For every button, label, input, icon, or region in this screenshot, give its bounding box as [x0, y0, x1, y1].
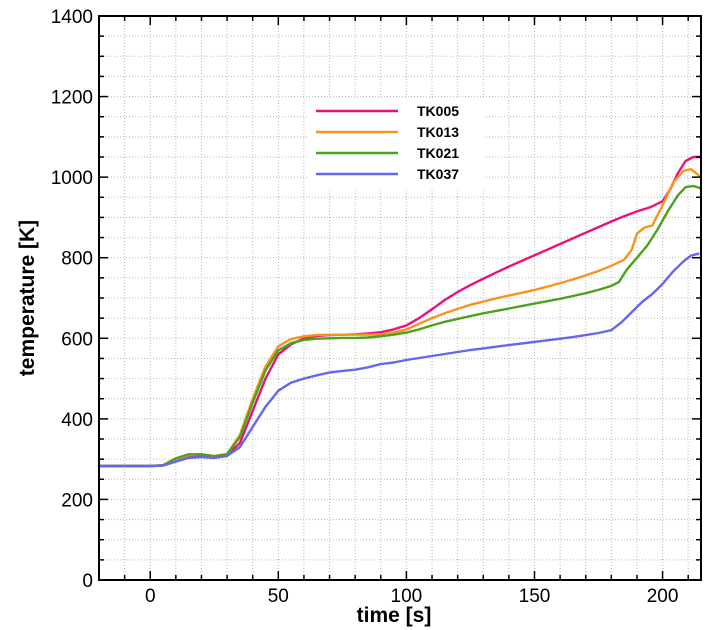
x-tick-label: 50: [268, 586, 289, 607]
y-tick-label: 1200: [51, 88, 93, 109]
y-tick-label: 400: [61, 410, 93, 431]
y-tick-label: 0: [82, 571, 93, 592]
y-tick-label: 200: [61, 490, 93, 511]
tick-labels: 0 50 100 150 200 0 200 400 600 800 1000 1200 1400: [51, 7, 679, 607]
x-axis-title: time [s]: [357, 604, 432, 627]
axis-ticks: [98, 15, 701, 581]
y-tick-label: 1400: [51, 7, 93, 28]
legend-label-tk037: TK037: [417, 166, 459, 182]
legend-label-tk021: TK021: [417, 145, 459, 161]
x-tick-label: 0: [145, 586, 156, 607]
series-line-tk013: [97, 167, 703, 468]
x-tick-label: 150: [519, 586, 551, 607]
y-tick-label: 800: [61, 249, 93, 270]
legend-label-tk013: TK013: [417, 124, 459, 140]
series-line-tk037: [97, 252, 700, 468]
series-line-tk021: [97, 184, 703, 468]
y-tick-label: 600: [61, 329, 93, 350]
x-tick-label: 100: [391, 586, 423, 607]
x-tick-label: 200: [647, 586, 679, 607]
legend-label-tk005: TK005: [417, 103, 459, 119]
series-lines: [97, 155, 703, 468]
y-axis-title: temperature [K]: [16, 220, 39, 376]
series-line-tk005: [97, 155, 703, 468]
y-tick-label: 1000: [51, 168, 93, 189]
legend: TK005 TK013 TK021 TK037: [308, 98, 484, 188]
